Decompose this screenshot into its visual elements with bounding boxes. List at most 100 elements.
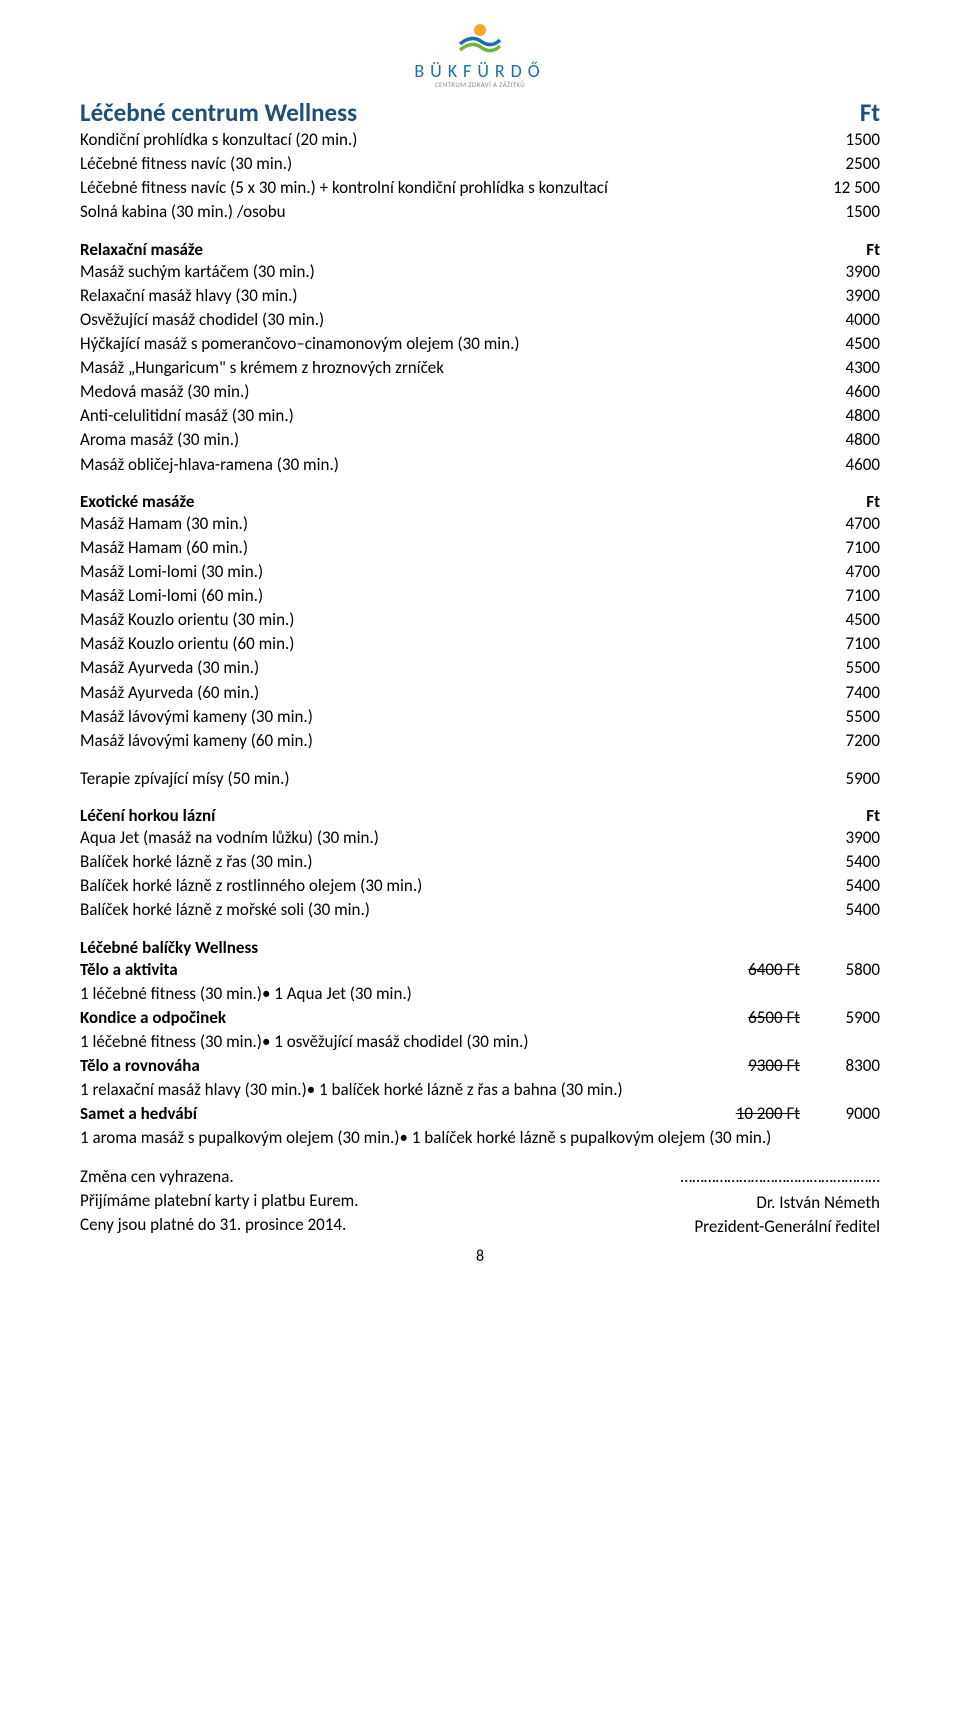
title-unit: Ft <box>860 97 880 128</box>
price-row-label: Relaxační masáž hlavy (30 min.) <box>80 284 790 308</box>
package-row: Tělo a rovnováha9300 Ft8300 <box>80 1054 880 1078</box>
price-row: Masáž suchým kartáčem (30 min.)3900 <box>80 260 880 284</box>
price-row-value: 1500 <box>790 200 880 224</box>
price-row-label: Masáž „Hungaricum" s krémem z hroznových… <box>80 356 790 380</box>
price-row-value: 5500 <box>790 705 880 729</box>
price-row: Balíček horké lázně z rostlinného olejem… <box>80 874 880 898</box>
footer-right: …………………………………………… Dr. István Németh Prez… <box>680 1165 880 1239</box>
package-detail: 1 léčebné fitness (30 min.)• 1 Aqua Jet … <box>80 982 880 1006</box>
price-row-value: 4700 <box>790 512 880 536</box>
price-row-label: Medová masáž (30 min.) <box>80 380 790 404</box>
packages-list: Tělo a aktivita6400 Ft58001 léčebné fitn… <box>80 958 880 1151</box>
price-row-value: 5400 <box>790 874 880 898</box>
price-row-label: Masáž Lomi-lomi (30 min.) <box>80 560 790 584</box>
packages-heading-label: Léčebné balíčky Wellness <box>80 937 258 958</box>
logo-tagline: CENTRUM ZDRAVÍ A ZÁŽITKŮ <box>80 80 880 89</box>
relax-list: Masáž suchým kartáčem (30 min.)3900Relax… <box>80 260 880 477</box>
page-title: Léčebné centrum Wellness Ft <box>80 97 880 128</box>
price-row: Hýčkající masáž s pomerančovo–cinamonový… <box>80 332 880 356</box>
therapy-row: Terapie zpívající mísy (50 min.) 5900 <box>80 767 880 791</box>
price-row: Balíček horké lázně z řas (30 min.)5400 <box>80 850 880 874</box>
intro-list: Kondiční prohlídka s konzultací (20 min.… <box>80 128 880 225</box>
price-row: Masáž lávovými kameny (30 min.)5500 <box>80 705 880 729</box>
signature-title: Prezident-Generální ředitel <box>680 1215 880 1239</box>
price-row-label: Osvěžující masáž chodidel (30 min.) <box>80 308 790 332</box>
footer-note-1: Změna cen vyhrazena. <box>80 1165 359 1189</box>
price-row: Masáž Ayurveda (30 min.)5500 <box>80 656 880 680</box>
price-row: Masáž Hamam (30 min.)4700 <box>80 512 880 536</box>
package-detail: 1 relaxační masáž hlavy (30 min.)• 1 bal… <box>80 1078 880 1102</box>
signature-line: …………………………………………… <box>680 1165 880 1189</box>
price-row-label: Aroma masáž (30 min.) <box>80 428 790 452</box>
price-row-label: Hýčkající masáž s pomerančovo–cinamonový… <box>80 332 790 356</box>
price-row-label: Léčebné fitness navíc (5 x 30 min.) + ko… <box>80 176 790 200</box>
relax-heading-label: Relaxační masáže <box>80 239 203 260</box>
hotbath-heading: Léčení horkou lázní Ft <box>80 805 880 826</box>
price-row: Masáž Ayurveda (60 min.)7400 <box>80 681 880 705</box>
price-row-value: 7200 <box>790 729 880 753</box>
price-row: Masáž Lomi-lomi (30 min.)4700 <box>80 560 880 584</box>
price-row-value: 4800 <box>790 404 880 428</box>
price-row-value: 4000 <box>790 308 880 332</box>
price-row-label: Masáž lávovými kameny (60 min.) <box>80 729 790 753</box>
hotbath-heading-unit: Ft <box>866 805 880 826</box>
exotic-list: Masáž Hamam (30 min.)4700Masáž Hamam (60… <box>80 512 880 753</box>
price-row-value: 4500 <box>790 608 880 632</box>
relax-heading-unit: Ft <box>866 239 880 260</box>
price-row: Balíček horké lázně z mořské soli (30 mi… <box>80 898 880 922</box>
package-new-price: 9000 <box>800 1102 880 1126</box>
price-row: Masáž Lomi-lomi (60 min.)7100 <box>80 584 880 608</box>
package-detail: 1 léčebné fitness (30 min.)• 1 osvěžujíc… <box>80 1030 880 1054</box>
price-row-value: 7100 <box>790 584 880 608</box>
price-row-label: Anti-celulitidní masáž (30 min.) <box>80 404 790 428</box>
price-row-value: 2500 <box>790 152 880 176</box>
packages-heading: Léčebné balíčky Wellness <box>80 937 880 958</box>
package-new-price: 5800 <box>800 958 880 982</box>
price-row: Léčebné fitness navíc (30 min.)2500 <box>80 152 880 176</box>
price-row-value: 7100 <box>790 536 880 560</box>
price-row-value: 7400 <box>790 681 880 705</box>
footer-note-2: Přijímáme platební karty i platbu Eurem. <box>80 1189 359 1213</box>
price-row-value: 4600 <box>790 453 880 477</box>
package-name: Tělo a aktivita <box>80 958 680 982</box>
price-row-label: Masáž Ayurveda (30 min.) <box>80 656 790 680</box>
price-row: Masáž Kouzlo orientu (60 min.)7100 <box>80 632 880 656</box>
price-row-value: 4800 <box>790 428 880 452</box>
price-row-value: 7100 <box>790 632 880 656</box>
price-row: Kondiční prohlídka s konzultací (20 min.… <box>80 128 880 152</box>
price-row-value: 4300 <box>790 356 880 380</box>
price-row-label: Masáž Kouzlo orientu (60 min.) <box>80 632 790 656</box>
exotic-heading: Exotické masáže Ft <box>80 491 880 512</box>
price-row-label: Masáž Ayurveda (60 min.) <box>80 681 790 705</box>
price-row-value: 4600 <box>790 380 880 404</box>
package-old-price: 6500 Ft <box>680 1006 800 1030</box>
price-row: Aqua Jet (masáž na vodním lůžku) (30 min… <box>80 826 880 850</box>
package-name: Kondice a odpočinek <box>80 1006 680 1030</box>
relax-heading: Relaxační masáže Ft <box>80 239 880 260</box>
package-name: Tělo a rovnováha <box>80 1054 680 1078</box>
price-row: Masáž lávovými kameny (60 min.)7200 <box>80 729 880 753</box>
therapy-label: Terapie zpívající mísy (50 min.) <box>80 767 790 791</box>
price-row-value: 5500 <box>790 656 880 680</box>
price-row-label: Balíček horké lázně z rostlinného olejem… <box>80 874 790 898</box>
price-row: Masáž „Hungaricum" s krémem z hroznových… <box>80 356 880 380</box>
price-row-label: Aqua Jet (masáž na vodním lůžku) (30 min… <box>80 826 790 850</box>
package-row: Kondice a odpočinek6500 Ft5900 <box>80 1006 880 1030</box>
package-old-price: 10 200 Ft <box>680 1102 800 1126</box>
package-name: Samet a hedvábí <box>80 1102 680 1126</box>
price-row-label: Kondiční prohlídka s konzultací (20 min.… <box>80 128 790 152</box>
logo-icon <box>458 20 502 56</box>
logo-block: BÜKFÜRDŐ CENTRUM ZDRAVÍ A ZÁŽITKŮ <box>80 20 880 89</box>
price-row: Relaxační masáž hlavy (30 min.)3900 <box>80 284 880 308</box>
price-row: Medová masáž (30 min.)4600 <box>80 380 880 404</box>
price-row: Anti-celulitidní masáž (30 min.)4800 <box>80 404 880 428</box>
price-row: Masáž Hamam (60 min.)7100 <box>80 536 880 560</box>
price-row-label: Balíček horké lázně z mořské soli (30 mi… <box>80 898 790 922</box>
price-row-label: Masáž suchým kartáčem (30 min.) <box>80 260 790 284</box>
price-row-label: Masáž lávovými kameny (30 min.) <box>80 705 790 729</box>
price-row-value: 12 500 <box>790 176 880 200</box>
price-row-label: Masáž Hamam (30 min.) <box>80 512 790 536</box>
package-new-price: 5900 <box>800 1006 880 1030</box>
footer-block: Změna cen vyhrazena. Přijímáme platební … <box>80 1165 880 1239</box>
footer-note-3: Ceny jsou platné do 31. prosince 2014. <box>80 1213 359 1237</box>
